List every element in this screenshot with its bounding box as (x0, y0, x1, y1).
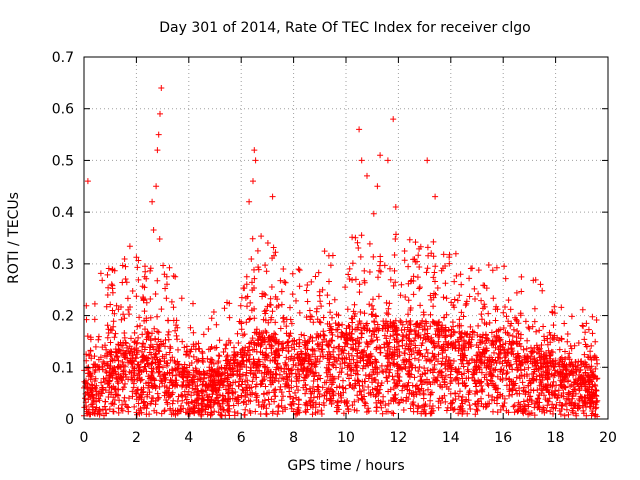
x-tick-label: 0 (80, 430, 89, 446)
data-marker-group (81, 231, 600, 419)
y-tick-label: 0.7 (52, 50, 74, 66)
y-tick-label: 0.3 (52, 257, 74, 273)
x-tick-label: 10 (337, 430, 355, 446)
axis-ticks (83, 56, 609, 420)
x-axis-label: GPS time / hours (287, 458, 404, 474)
x-tick-label: 8 (289, 430, 298, 446)
x-tick-label: 18 (547, 430, 565, 446)
x-tick-label: 12 (389, 430, 407, 446)
x-tick-labels: 0 2 4 6 8 10 12 14 16 18 20 (80, 430, 617, 446)
data-marker-group (84, 85, 439, 210)
x-tick-label: 6 (237, 430, 246, 446)
y-tick-label: 0.5 (52, 153, 74, 169)
x-tick-label: 4 (184, 430, 193, 446)
data-points (81, 85, 601, 420)
y-tick-label: 0.1 (52, 360, 74, 376)
x-tick-label: 16 (494, 430, 512, 446)
y-tick-label: 0.6 (52, 102, 74, 118)
y-tick-label: 0.4 (52, 205, 74, 221)
x-tick-label: 2 (132, 430, 141, 446)
data-marker-group (83, 245, 599, 419)
y-tick-label: 0 (65, 412, 74, 428)
y-tick-label: 0.2 (52, 309, 74, 325)
x-tick-label: 20 (599, 430, 617, 446)
y-tick-labels: 0 0.1 0.2 0.3 0.4 0.5 0.6 0.7 (52, 50, 74, 428)
x-tick-label: 14 (442, 430, 460, 446)
chart-title: Day 301 of 2014, Rate Of TEC Index for r… (159, 20, 530, 36)
y-axis-label: ROTI / TECUs (6, 192, 22, 284)
